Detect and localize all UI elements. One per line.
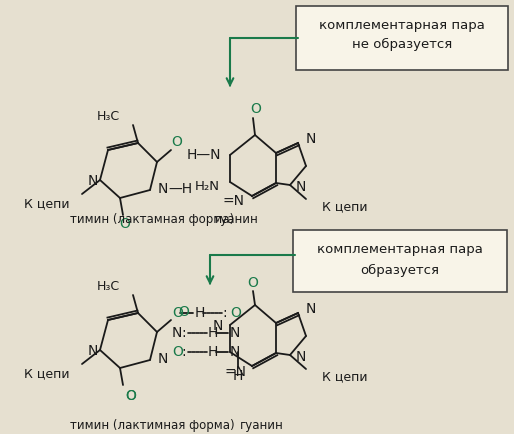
Text: O: O (120, 217, 131, 231)
Text: H: H (208, 345, 218, 359)
Text: N: N (296, 350, 306, 364)
Text: H: H (233, 369, 243, 383)
Text: N: N (306, 302, 317, 316)
Text: комплементарная пара: комплементарная пара (319, 20, 485, 33)
Text: N: N (306, 132, 317, 146)
Text: —H: —H (168, 182, 192, 196)
Text: O: O (125, 389, 136, 403)
Text: O: O (248, 276, 259, 290)
Text: К цепи: К цепи (322, 371, 368, 384)
Text: H₃C: H₃C (97, 109, 120, 122)
Text: O: O (250, 102, 262, 116)
Text: не образуется: не образуется (352, 37, 452, 50)
Text: =N: =N (222, 194, 244, 208)
Text: H—N: H—N (187, 148, 221, 162)
Text: N: N (88, 174, 98, 188)
Text: комплементарная пара: комплементарная пара (317, 243, 483, 256)
Text: гуанин: гуанин (240, 418, 284, 431)
Text: образуется: образуется (360, 263, 439, 276)
Text: N: N (230, 345, 241, 359)
Text: O: O (230, 306, 241, 320)
Text: гуанин: гуанин (215, 214, 259, 227)
Text: H₃C: H₃C (97, 279, 120, 293)
Text: N: N (172, 326, 182, 340)
Text: К цепи: К цепи (25, 197, 70, 210)
Text: O: O (172, 135, 182, 149)
FancyBboxPatch shape (293, 230, 507, 292)
Text: N: N (158, 182, 169, 196)
Text: N: N (88, 344, 98, 358)
Text: H: H (195, 306, 206, 320)
Text: O: O (125, 389, 136, 403)
Text: H: H (208, 326, 218, 340)
Text: К цепи: К цепи (25, 368, 70, 381)
Text: N: N (296, 180, 306, 194)
FancyBboxPatch shape (296, 6, 508, 70)
Text: N: N (230, 326, 241, 340)
Text: =N: =N (225, 365, 247, 379)
Text: тимин (лактамная форма): тимин (лактамная форма) (70, 214, 234, 227)
Text: :: : (181, 326, 186, 340)
Text: тимин (лактимная форма): тимин (лактимная форма) (70, 418, 234, 431)
Text: :: : (222, 306, 227, 320)
Text: H₂N: H₂N (195, 181, 220, 194)
Text: К цепи: К цепи (322, 201, 368, 214)
Text: O: O (172, 345, 183, 359)
Text: N: N (158, 352, 169, 366)
Text: N: N (213, 319, 223, 333)
Text: O: O (178, 305, 189, 319)
Text: O: O (172, 306, 183, 320)
Text: :: : (181, 345, 186, 359)
